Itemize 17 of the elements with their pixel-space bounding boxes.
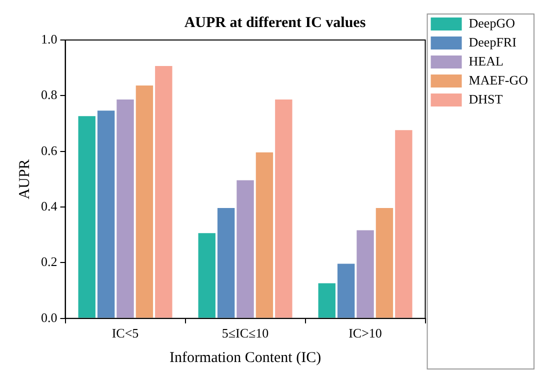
x-tick-label: 5≤IC≤10 [222, 326, 269, 341]
y-tick-label: 0.0 [41, 310, 58, 325]
x-tick-label: IC>10 [348, 326, 382, 341]
x-axis-title: Information Content (IC) [169, 350, 322, 366]
legend-label: DeepGO [468, 15, 515, 30]
x-tick-label: IC<5 [112, 326, 139, 341]
chart-title: AUPR at different IC values [184, 14, 366, 31]
y-tick-label: 0.8 [41, 87, 58, 102]
legend-label: DHST [468, 91, 503, 106]
legend-label: HEAL [468, 53, 504, 68]
y-axis-title: AUPR [16, 159, 33, 200]
y-tick-label: 1.0 [41, 31, 58, 46]
y-tick-label: 0.2 [41, 254, 58, 270]
legend-label: MAEF-GO [468, 72, 528, 88]
y-tick-label: 0.4 [41, 198, 58, 214]
legend-label: DeepFRI [468, 34, 516, 50]
y-tick-label: 0.6 [41, 142, 58, 158]
